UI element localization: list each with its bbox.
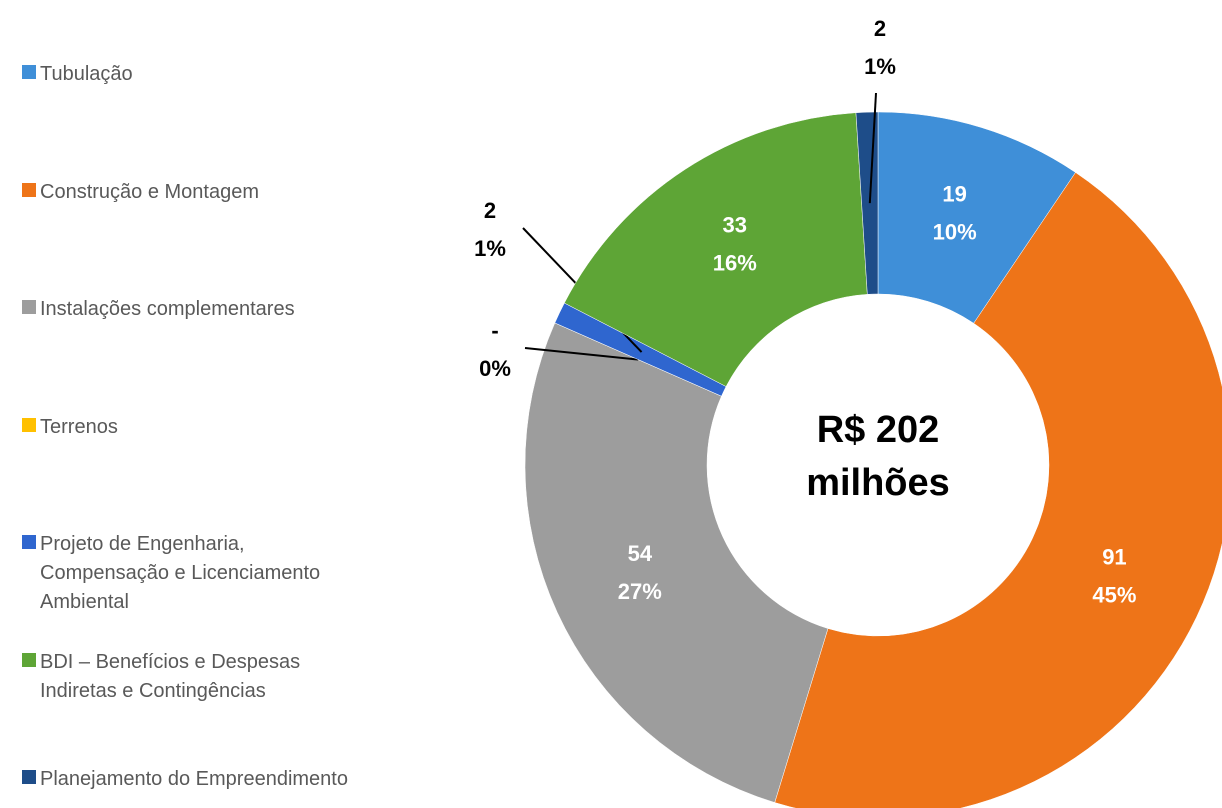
legend-label: BDI – Benefícios e Despesas Indiretas e … (40, 650, 301, 702)
donut-slice (774, 172, 1222, 808)
legend-swatch (22, 652, 36, 667)
legend-swatch (22, 182, 36, 197)
data-label: 45% (1092, 583, 1136, 608)
legend-label: Tubulação (40, 63, 133, 85)
data-label: - (491, 318, 498, 343)
data-label: 91 (1102, 545, 1126, 570)
leader-line (868, 92, 877, 204)
data-label: 1% (864, 54, 896, 79)
legend-entry: Terrenos (22, 413, 370, 442)
legend-entry: Planejamento do Empreendimento (22, 765, 370, 794)
data-label: 10% (933, 219, 977, 244)
center-label: R$ 202 (817, 409, 940, 451)
data-label: 54 (628, 541, 653, 566)
legend-entry: Tubulação (22, 60, 370, 89)
data-label: 0% (479, 356, 511, 381)
legend-swatch (22, 65, 36, 79)
legend-entry: BDI – Benefícios e Despesas Indiretas e … (22, 648, 370, 706)
legend-swatch (22, 770, 36, 784)
data-label: 33 (723, 212, 747, 237)
legend-label: Instalações complementares (40, 298, 295, 320)
data-label: 16% (713, 250, 757, 275)
data-label: 2 (484, 198, 496, 223)
legend-entry: Projeto de Engenharia, Compensação e Lic… (22, 530, 370, 617)
data-label: 19 (942, 181, 966, 206)
legend-swatch (22, 535, 36, 549)
data-label: 27% (618, 579, 662, 604)
legend-label: Construção e Montagem (40, 180, 260, 203)
data-label: 2 (874, 16, 886, 41)
legend-swatch (22, 417, 36, 432)
legend-entry: Instalações complementares (22, 295, 370, 324)
legend-swatch (22, 300, 36, 314)
leader-line (524, 347, 639, 361)
center-label: milhões (806, 462, 950, 504)
donut-slice (524, 322, 829, 803)
legend-label: Planejamento do Empreendimento (40, 768, 348, 790)
donut-slice (564, 112, 868, 387)
legend-label: Projeto de Engenharia, Compensação e Lic… (40, 533, 321, 613)
legend-entry: Construção e Montagem (22, 178, 370, 207)
legend-label: Terrenos (40, 415, 118, 438)
data-label: 1% (474, 236, 506, 261)
